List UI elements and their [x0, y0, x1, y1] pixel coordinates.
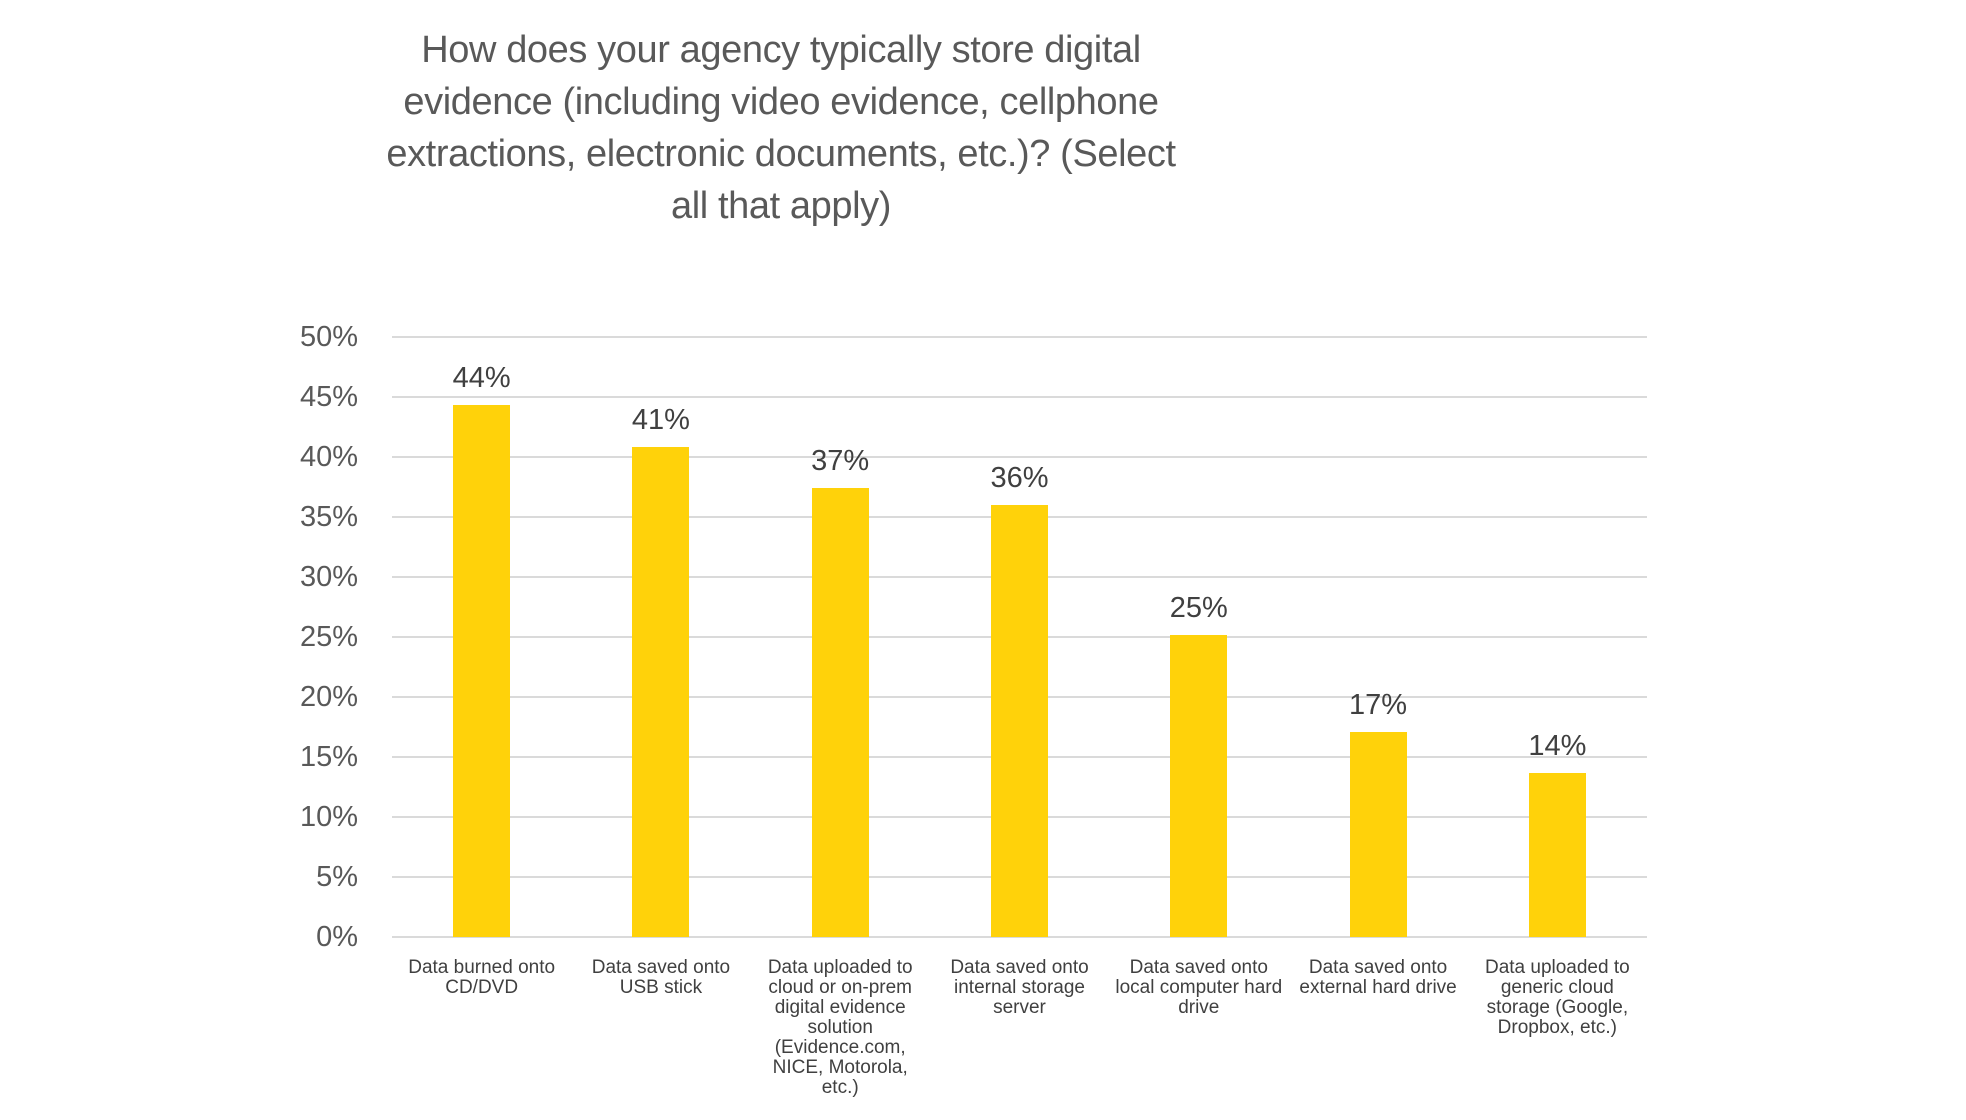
y-tick-label: 20%: [299, 681, 358, 713]
x-tick-label: Data burned onto CD/DVD: [408, 957, 556, 998]
bar: [632, 447, 690, 937]
x-tick-label: Data saved onto USB stick: [591, 957, 731, 998]
x-tick-label: Data uploaded to cloud or on-prem digita…: [767, 957, 913, 1098]
chart-title-line-3: extractions, electronic documents, etc.)…: [386, 133, 1176, 175]
chart-title-line-2: evidence (including video evidence, cell…: [403, 81, 1159, 123]
chart-title: How does your agency typically store dig…: [321, 24, 1241, 232]
bar-value-label: 25%: [1169, 592, 1228, 624]
y-tick-label: 40%: [299, 441, 358, 473]
y-tick-label: 50%: [299, 321, 358, 353]
gridline: [392, 396, 1647, 398]
y-tick-label: 35%: [299, 501, 358, 533]
y-tick-label: 5%: [316, 861, 358, 893]
x-tick-label: Data saved onto external hard drive: [1299, 957, 1457, 998]
y-tick-label: 10%: [299, 801, 358, 833]
gridline: [392, 456, 1647, 458]
bar-value-label: 44%: [452, 362, 511, 394]
y-tick-label: 15%: [299, 741, 358, 773]
bar: [811, 488, 869, 937]
bar-value-label: 14%: [1528, 730, 1587, 762]
bar: [1170, 635, 1228, 937]
gridline: [392, 936, 1647, 938]
bar: [1528, 773, 1586, 937]
chart-title-line-4: all that apply): [670, 185, 891, 227]
bar-value-label: 41%: [631, 404, 690, 436]
bar: [453, 405, 511, 937]
bar: [991, 505, 1048, 937]
bar-value-label: 37%: [811, 445, 870, 477]
y-tick-label: 30%: [299, 561, 358, 593]
bar-value-label: 17%: [1349, 689, 1408, 721]
y-tick-label: 0%: [316, 921, 358, 953]
x-tick-label: Data saved onto internal storage server: [950, 957, 1089, 1018]
bar: [1349, 732, 1407, 937]
chart-title-line-1: How does your agency typically store dig…: [421, 29, 1141, 71]
gridline: [392, 336, 1647, 338]
y-tick-label: 45%: [299, 381, 358, 413]
x-tick-label: Data uploaded to generic cloud storage (…: [1484, 957, 1630, 1038]
x-tick-label: Data saved onto local computer hard driv…: [1115, 957, 1283, 1018]
bar-value-label: 36%: [990, 462, 1049, 494]
y-tick-label: 25%: [299, 621, 358, 653]
